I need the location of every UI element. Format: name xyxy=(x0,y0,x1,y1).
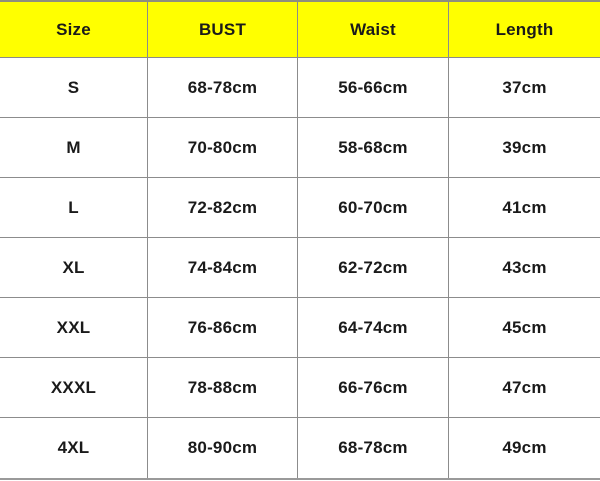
cell-size: XXXL xyxy=(0,358,148,418)
cell-length: 41cm xyxy=(449,178,600,238)
table-header-row: Size BUST Waist Length xyxy=(0,2,600,58)
cell-size: L xyxy=(0,178,148,238)
cell-bust: 70-80cm xyxy=(148,118,298,178)
cell-size: XL xyxy=(0,238,148,298)
cell-size: M xyxy=(0,118,148,178)
cell-size: 4XL xyxy=(0,418,148,478)
cell-waist: 62-72cm xyxy=(298,238,449,298)
cell-size: S xyxy=(0,58,148,118)
cell-waist: 56-66cm xyxy=(298,58,449,118)
header-cell-length: Length xyxy=(449,2,600,58)
cell-length: 45cm xyxy=(449,298,600,358)
table-row-xl: XL 74-84cm 62-72cm 43cm xyxy=(0,238,600,298)
cell-length: 47cm xyxy=(449,358,600,418)
cell-length: 43cm xyxy=(449,238,600,298)
table-row-4xl: 4XL 80-90cm 68-78cm 49cm xyxy=(0,418,600,478)
cell-bust: 74-84cm xyxy=(148,238,298,298)
header-cell-size: Size xyxy=(0,2,148,58)
cell-length: 37cm xyxy=(449,58,600,118)
table-row-m: M 70-80cm 58-68cm 39cm xyxy=(0,118,600,178)
cell-bust: 72-82cm xyxy=(148,178,298,238)
cell-waist: 66-76cm xyxy=(298,358,449,418)
cell-bust: 68-78cm xyxy=(148,58,298,118)
cell-length: 49cm xyxy=(449,418,600,478)
table-row-s: S 68-78cm 56-66cm 37cm xyxy=(0,58,600,118)
cell-bust: 76-86cm xyxy=(148,298,298,358)
cell-waist: 68-78cm xyxy=(298,418,449,478)
table-row-l: L 72-82cm 60-70cm 41cm xyxy=(0,178,600,238)
cell-waist: 64-74cm xyxy=(298,298,449,358)
header-cell-waist: Waist xyxy=(298,2,449,58)
table-row-xxl: XXL 76-86cm 64-74cm 45cm xyxy=(0,298,600,358)
cell-waist: 58-68cm xyxy=(298,118,449,178)
header-cell-bust: BUST xyxy=(148,2,298,58)
cell-size: XXL xyxy=(0,298,148,358)
table-row-xxxl: XXXL 78-88cm 66-76cm 47cm xyxy=(0,358,600,418)
cell-bust: 80-90cm xyxy=(148,418,298,478)
cell-waist: 60-70cm xyxy=(298,178,449,238)
cell-length: 39cm xyxy=(449,118,600,178)
cell-bust: 78-88cm xyxy=(148,358,298,418)
